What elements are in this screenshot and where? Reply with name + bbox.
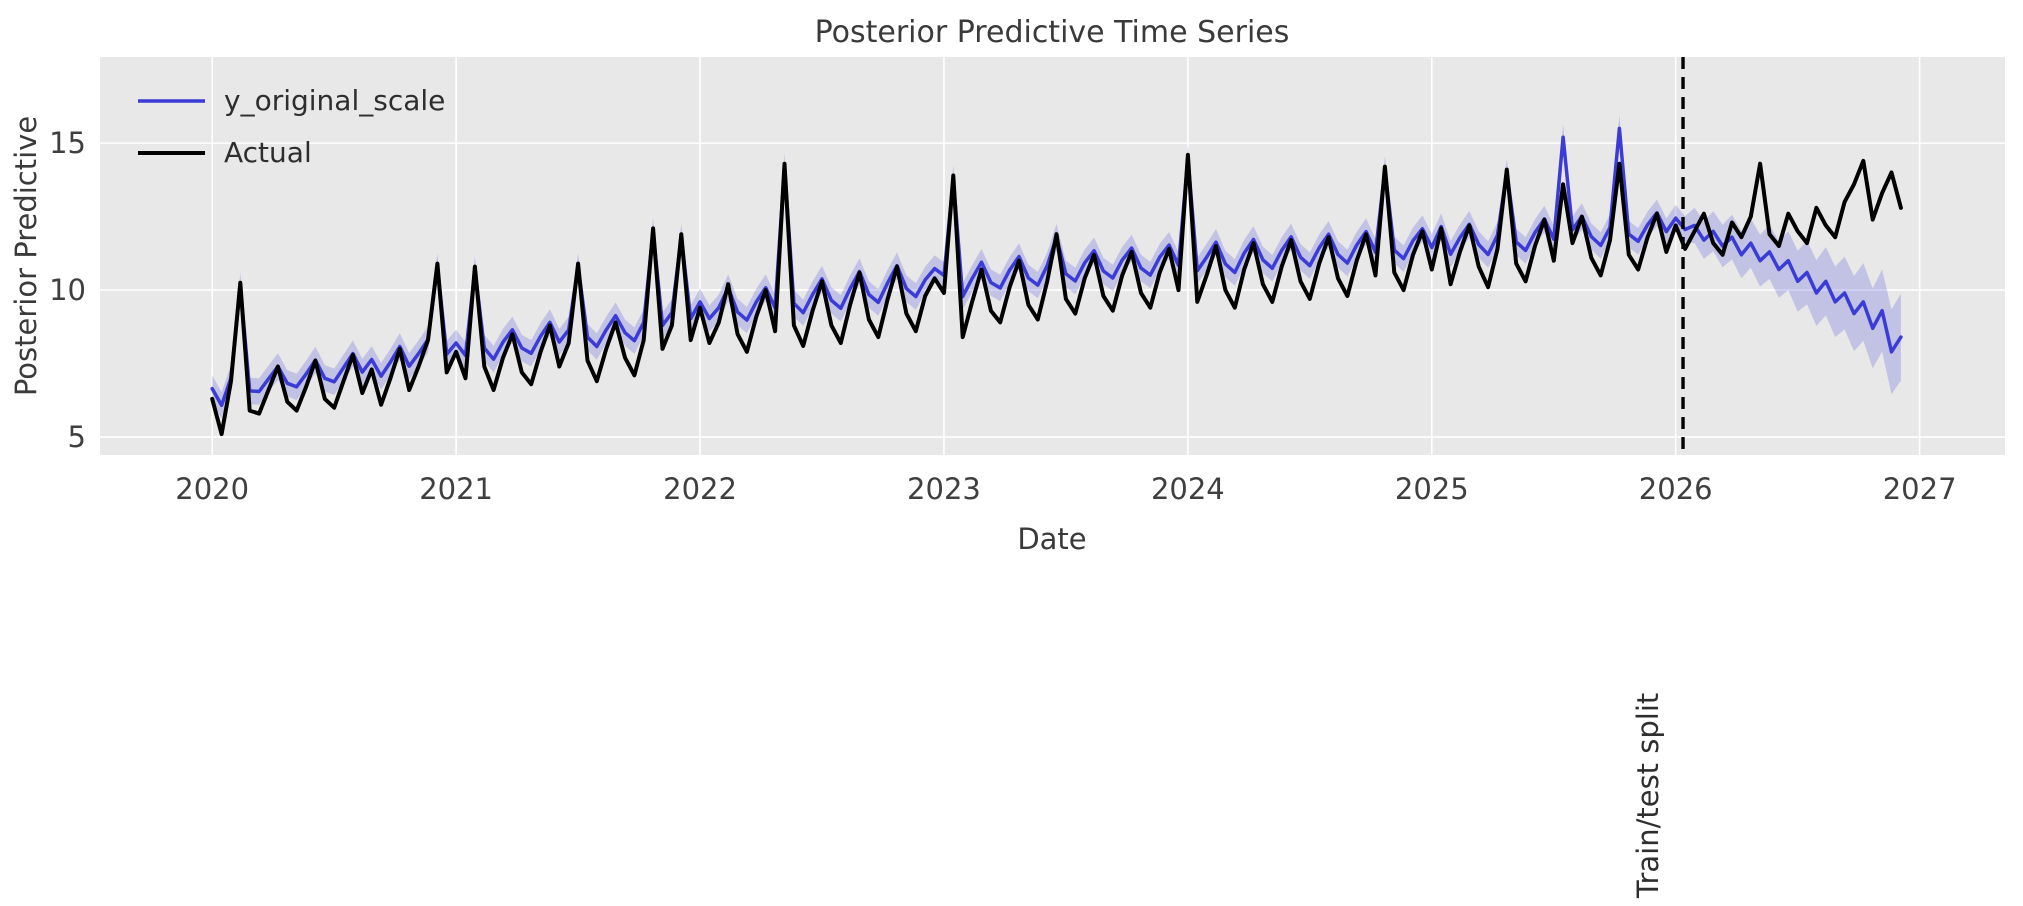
x-tick-label: 2026 <box>1639 472 1713 506</box>
prediction-uncertainty-band <box>212 115 1901 419</box>
series-line-Actual <box>210 152 1903 437</box>
legend-label-prediction: y_original_scale <box>224 84 445 117</box>
y-axis-label: Posterior Predictive <box>9 116 43 396</box>
data-series <box>210 126 1903 437</box>
x-tick-label: 2024 <box>1151 472 1225 506</box>
legend-label-actual: Actual <box>224 136 312 169</box>
y-tick-label: 5 <box>68 420 86 454</box>
x-axis-label: Date <box>1017 522 1086 556</box>
y-tick-label: 15 <box>49 126 86 160</box>
y-tick-label: 10 <box>49 273 86 307</box>
legend: y_original_scale Actual <box>138 84 445 169</box>
chart-title: Posterior Predictive Time Series <box>815 15 1290 50</box>
uncertainty-band <box>212 115 1901 419</box>
tick-labels: 2020 2021 2022 2023 2024 2025 2026 2027 5 10 15 <box>49 126 1956 506</box>
train-test-split-annotation: Train/test split <box>1631 693 1665 899</box>
x-tick-label: 2021 <box>419 472 493 506</box>
x-tick-label: 2025 <box>1395 472 1469 506</box>
x-tick-label: 2023 <box>907 472 981 506</box>
gridlines <box>100 57 2005 455</box>
x-tick-label: 2020 <box>175 472 249 506</box>
x-tick-label: 2027 <box>1883 472 1957 506</box>
x-tick-label: 2022 <box>663 472 737 506</box>
